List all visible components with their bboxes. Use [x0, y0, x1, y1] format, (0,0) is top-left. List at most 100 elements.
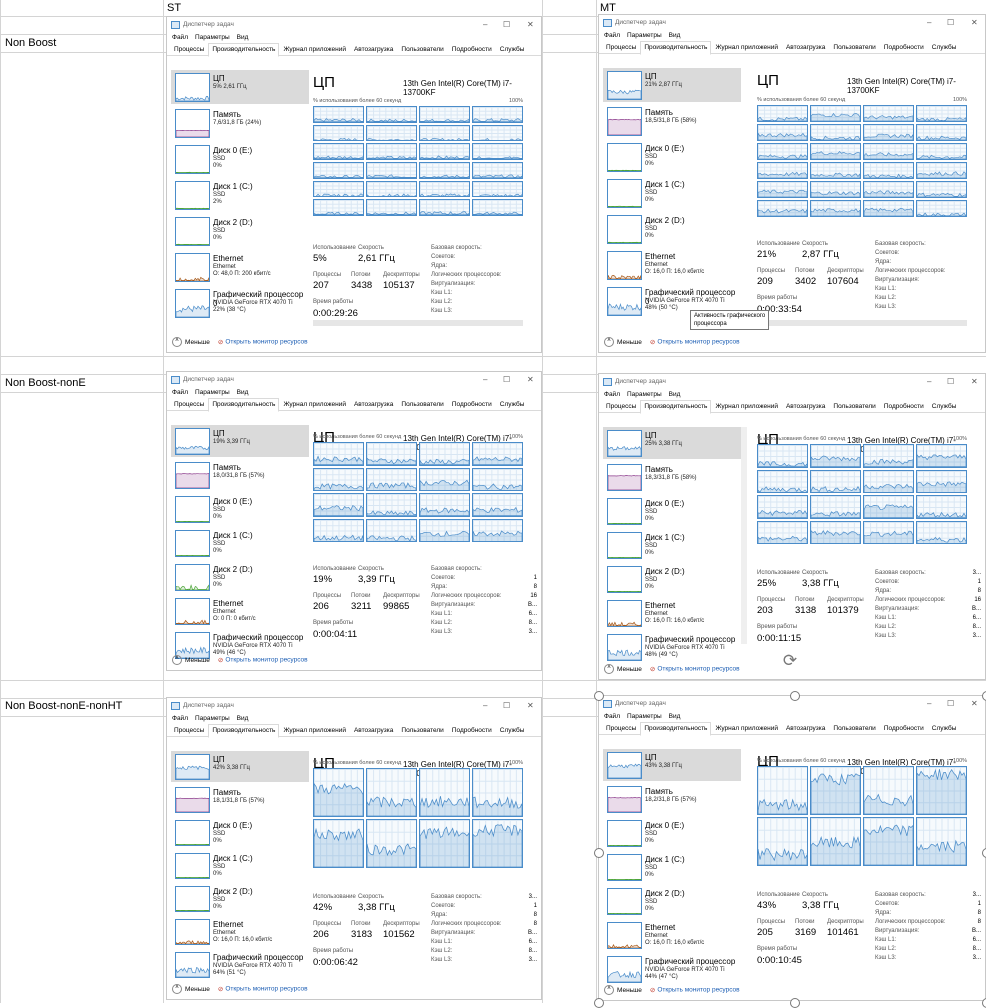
tab-details[interactable]: Подробности [883, 725, 924, 732]
sidebar-item-disk1[interactable]: Диск 1 (C:) SSD 0% [171, 527, 309, 559]
sidebar-item-gpu[interactable]: Графический процессор 0 NVIDIA GeForce RT… [171, 286, 309, 320]
menu-item[interactable]: Файл [604, 713, 620, 720]
maximize-icon[interactable]: ☐ [503, 701, 511, 710]
minimize-icon[interactable]: – [927, 18, 932, 27]
sidebar-item-ethernet[interactable]: Ethernet Ethernet О: 16,0 П: 16,0 кбит/с [171, 916, 309, 947]
resource-monitor-link[interactable]: Открыть монитор ресурсов [225, 656, 308, 664]
tab-users[interactable]: Пользователи [833, 403, 876, 410]
tab-performance[interactable]: Производительность [640, 400, 712, 414]
tab-performance[interactable]: Производительность [208, 724, 280, 738]
tab-processes[interactable]: Процессы [174, 401, 205, 408]
tab-services[interactable]: Службы [499, 401, 525, 408]
menu-item[interactable]: Параметры [626, 713, 662, 720]
sidebar-item-disk0[interactable]: Диск 0 (E:) SSD 0% [171, 142, 309, 176]
sidebar-item-disk1[interactable]: Диск 1 (C:) SSD 0% [603, 529, 741, 561]
resource-monitor-link[interactable]: Открыть монитор ресурсов [657, 338, 740, 346]
tab-startup[interactable]: Автозагрузка [785, 44, 826, 51]
sidebar-item-memory[interactable]: Память 18,1/31,8 ГБ (57%) [171, 784, 309, 815]
sidebar-item-disk2[interactable]: Диск 2 (D:) SSD 0% [603, 212, 741, 246]
sidebar-item-memory[interactable]: Память 7,6/31,8 ГБ (24%) [171, 106, 309, 140]
tab-app-history[interactable]: Журнал приложений [283, 46, 346, 53]
tab-processes[interactable]: Процессы [606, 725, 637, 732]
resource-monitor-link[interactable]: Открыть монитор ресурсов [225, 985, 308, 993]
tab-details[interactable]: Подробности [883, 44, 924, 51]
sidebar-item-gpu[interactable]: Графический процессор NVIDIA GeForce RTX … [171, 629, 309, 661]
less-button[interactable]: ˄ Меньше [172, 337, 210, 347]
sidebar-item-disk1[interactable]: Диск 1 (C:) SSD 0% [603, 176, 741, 210]
menu-item[interactable]: Параметры [194, 34, 230, 41]
vertical-scrollbar[interactable] [741, 427, 747, 644]
resource-monitor-link[interactable]: Открыть монитор ресурсов [657, 665, 740, 673]
sidebar-item-cpu[interactable]: ЦП 5% 2,61 ГГц [171, 70, 309, 104]
minimize-icon[interactable]: – [483, 375, 488, 384]
column-header-mt[interactable]: MT [600, 2, 616, 14]
close-icon[interactable]: ✕ [971, 377, 978, 386]
less-button[interactable]: ˄ Меньше [604, 985, 642, 995]
less-button[interactable]: ˄ Меньше [604, 664, 642, 674]
menu-item[interactable]: Вид [668, 32, 681, 39]
menu-item[interactable]: Вид [236, 715, 249, 722]
tab-processes[interactable]: Процессы [174, 46, 205, 53]
sidebar-item-gpu[interactable]: Графический процессор NVIDIA GeForce RTX … [603, 953, 741, 985]
menu-item[interactable]: Параметры [194, 389, 230, 396]
minimize-icon[interactable]: – [483, 701, 488, 710]
sidebar-item-disk2[interactable]: Диск 2 (D:) SSD 0% [171, 883, 309, 914]
close-icon[interactable]: ✕ [971, 18, 978, 27]
menu-item[interactable]: Файл [604, 32, 620, 39]
tab-startup[interactable]: Автозагрузка [353, 46, 394, 53]
sidebar-item-gpu[interactable]: Графический процессор NVIDIA GeForce RTX … [603, 631, 741, 663]
tab-users[interactable]: Пользователи [401, 401, 444, 408]
minimize-icon[interactable]: – [927, 377, 932, 386]
tab-details[interactable]: Подробности [451, 401, 492, 408]
tab-performance[interactable]: Производительность [640, 41, 712, 55]
menu-item[interactable]: Файл [604, 391, 620, 398]
tab-users[interactable]: Пользователи [401, 46, 444, 53]
tab-startup[interactable]: Автозагрузка [785, 725, 826, 732]
minimize-icon[interactable]: – [483, 20, 488, 29]
sidebar-item-gpu[interactable]: Графический процессор NVIDIA GeForce RTX … [171, 949, 309, 980]
horizontal-scrollbar[interactable] [313, 320, 523, 326]
tab-details[interactable]: Подробности [883, 403, 924, 410]
sidebar-item-disk1[interactable]: Диск 1 (C:) SSD 0% [171, 850, 309, 881]
tab-services[interactable]: Службы [931, 403, 957, 410]
resize-handle[interactable] [594, 998, 604, 1008]
sidebar-item-ethernet[interactable]: Ethernet Ethernet О: 48,0 П: 200 кбит/с [171, 250, 309, 284]
tab-details[interactable]: Подробности [451, 727, 492, 734]
sidebar-item-disk1[interactable]: Диск 1 (C:) SSD 0% [603, 851, 741, 883]
menu-item[interactable]: Вид [236, 389, 249, 396]
sidebar-item-cpu[interactable]: ЦП 19% 3,39 ГГц [171, 425, 309, 457]
sidebar-item-disk2[interactable]: Диск 2 (D:) SSD 0% [603, 885, 741, 917]
resize-handle[interactable] [594, 848, 604, 858]
tab-details[interactable]: Подробности [451, 46, 492, 53]
sidebar-item-ethernet[interactable]: Ethernet Ethernet О: 16,0 П: 16,0 кбит/с [603, 248, 741, 282]
minimize-icon[interactable]: – [927, 699, 932, 708]
tab-app-history[interactable]: Журнал приложений [283, 727, 346, 734]
tab-processes[interactable]: Процессы [606, 403, 637, 410]
close-icon[interactable]: ✕ [527, 20, 534, 29]
rotate-handle-icon[interactable]: ⟳ [782, 651, 798, 670]
tab-processes[interactable]: Процессы [174, 727, 205, 734]
sidebar-item-ethernet[interactable]: Ethernet Ethernet О: 16,0 П: 16,0 кбит/с [603, 919, 741, 951]
less-button[interactable]: ˄ Меньше [172, 984, 210, 994]
resize-handle[interactable] [982, 998, 986, 1008]
sidebar-item-disk2[interactable]: Диск 2 (D:) SSD 0% [171, 561, 309, 593]
close-icon[interactable]: ✕ [527, 701, 534, 710]
less-button[interactable]: ˄ Меньше [604, 337, 642, 347]
tab-app-history[interactable]: Журнал приложений [283, 401, 346, 408]
tab-services[interactable]: Службы [931, 725, 957, 732]
tab-app-history[interactable]: Журнал приложений [715, 44, 778, 51]
sidebar-item-disk0[interactable]: Диск 0 (E:) SSD 0% [171, 817, 309, 848]
maximize-icon[interactable]: ☐ [947, 18, 955, 27]
row-label-non-boost-none[interactable]: Non Boost-nonE [5, 377, 86, 389]
sidebar-item-disk0[interactable]: Диск 0 (E:) SSD 0% [603, 817, 741, 849]
close-icon[interactable]: ✕ [527, 375, 534, 384]
tab-users[interactable]: Пользователи [833, 44, 876, 51]
resize-handle[interactable] [982, 691, 986, 701]
resource-monitor-link[interactable]: Открыть монитор ресурсов [657, 986, 740, 994]
menu-item[interactable]: Параметры [626, 32, 662, 39]
sidebar-item-ethernet[interactable]: Ethernet Ethernet О: 0 П: 0 кбит/с [171, 595, 309, 627]
tab-startup[interactable]: Автозагрузка [353, 727, 394, 734]
sidebar-item-memory[interactable]: Память 18,2/31,8 ГБ (57%) [603, 783, 741, 815]
tab-app-history[interactable]: Журнал приложений [715, 403, 778, 410]
menu-item[interactable]: Вид [668, 713, 681, 720]
